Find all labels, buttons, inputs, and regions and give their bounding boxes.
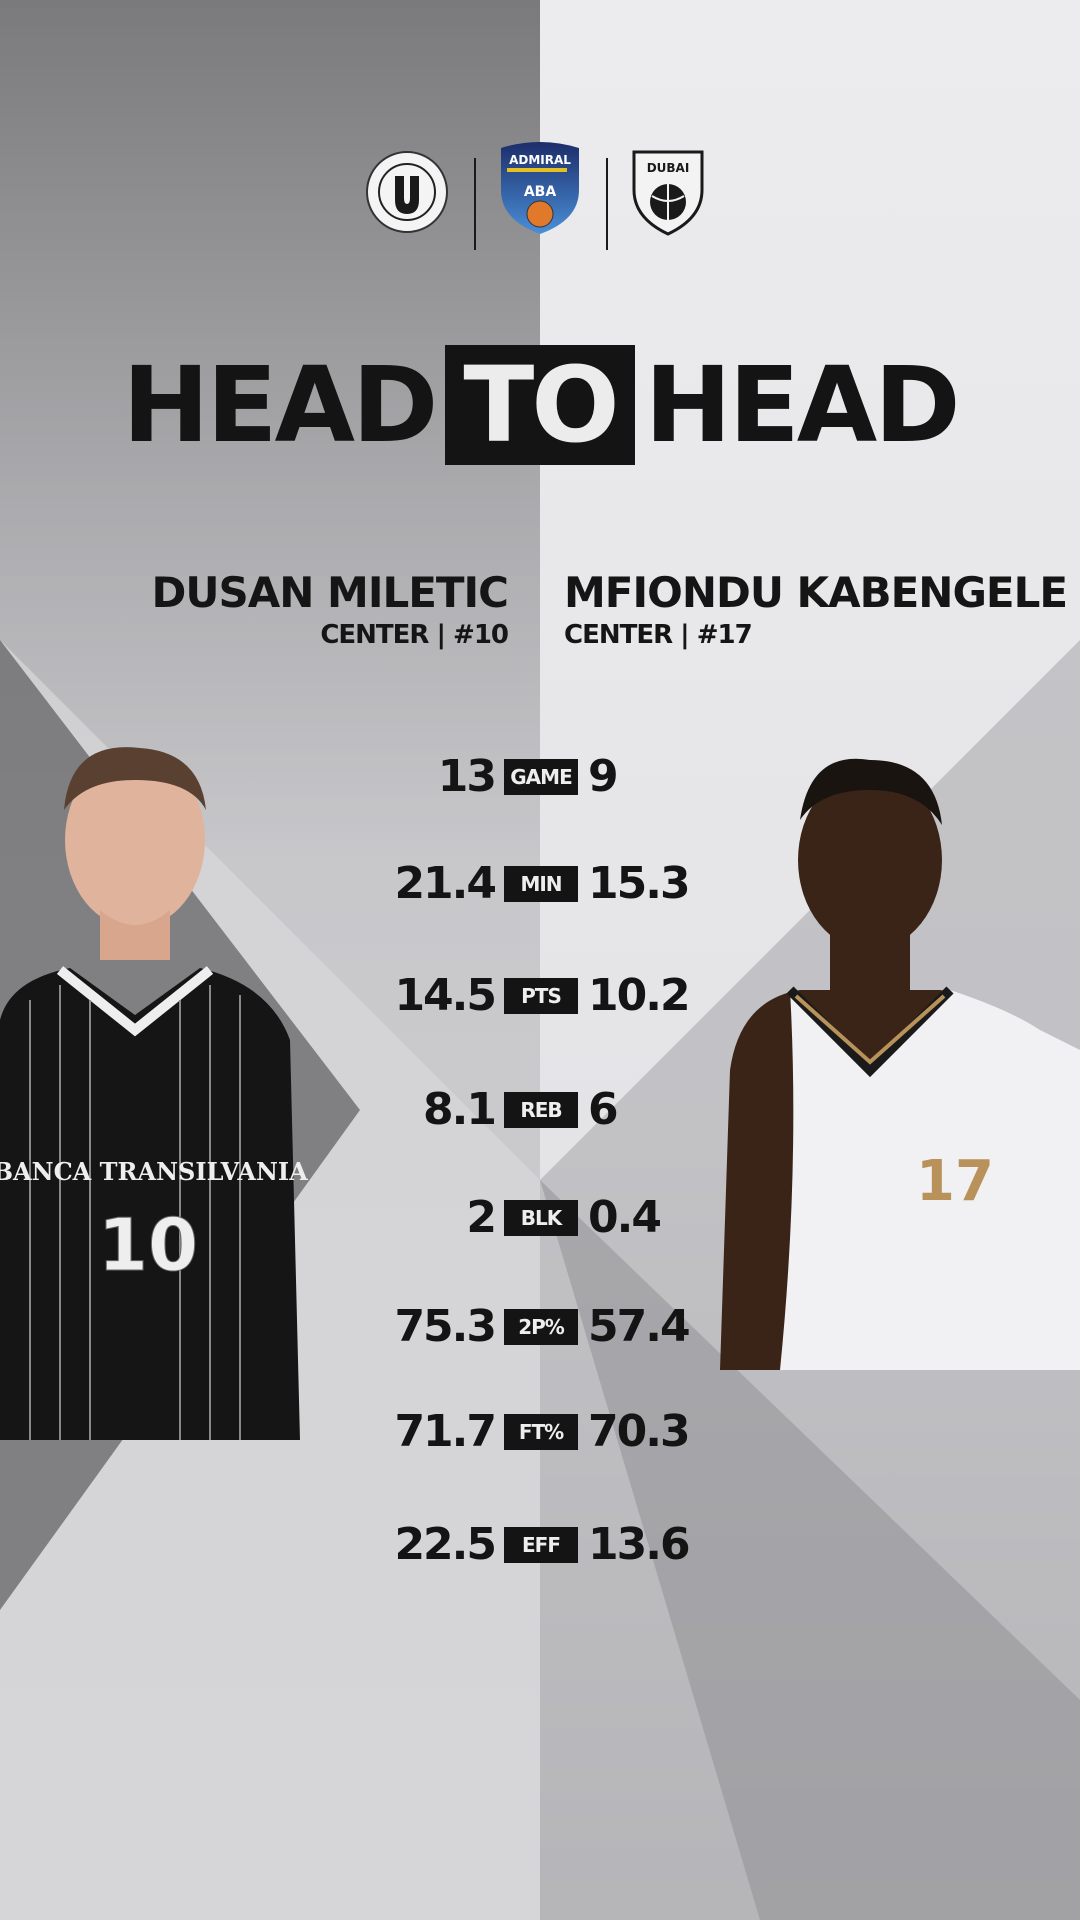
player-right-photo: 17	[720, 758, 1080, 1370]
stat-row-reb: 8.1 REB 6	[0, 1080, 1080, 1140]
stat-right-value: 6	[588, 1084, 619, 1135]
player-right-position: CENTER | #17	[564, 620, 753, 650]
stat-label: EFF	[504, 1527, 578, 1563]
stat-row-eff: 22.5 EFF 13.6	[0, 1515, 1080, 1575]
player-left-position: CENTER | #10	[320, 620, 509, 650]
svg-text:ABA: ABA	[524, 184, 557, 200]
stat-right-value: 57.4	[588, 1301, 691, 1352]
stat-row-2p-pct: 75.3 2P% 57.4	[0, 1297, 1080, 1357]
fc-universitatea-cluj-logo	[366, 151, 448, 233]
stat-row-min: 21.4 MIN 15.3	[0, 854, 1080, 914]
stat-left-value: 75.3	[394, 1301, 497, 1352]
stat-label: 2P%	[504, 1309, 578, 1345]
stat-right-value: 9	[588, 751, 619, 802]
stat-row-blk: 2 BLK 0.4	[0, 1188, 1080, 1248]
player-left-photo: U-BANCA TRANSILVANIA 10	[0, 747, 308, 1440]
stat-right-value: 70.3	[588, 1406, 691, 1457]
stat-right-value: 10.2	[588, 970, 691, 1021]
stat-right-value: 13.6	[588, 1519, 691, 1570]
stat-label: MIN	[504, 866, 578, 902]
player-left-name: DUSAN MILETIC	[151, 568, 509, 617]
page-title: HEAD TO HEAD	[0, 345, 1080, 465]
stat-left-value: 71.7	[394, 1406, 497, 1457]
stat-label: GAME	[504, 759, 578, 795]
stat-left-value: 2	[466, 1192, 497, 1243]
stat-left-value: 14.5	[394, 970, 497, 1021]
stat-row-ft-pct: 71.7 FT% 70.3	[0, 1402, 1080, 1462]
title-head-right: HEAD	[644, 344, 961, 466]
stat-left-value: 8.1	[423, 1084, 497, 1135]
stat-left-value: 21.4	[394, 858, 497, 909]
stat-label: REB	[504, 1092, 578, 1128]
stat-right-value: 0.4	[588, 1192, 662, 1243]
logos-bar: ADMIRAL ABA DUBAI	[0, 142, 1080, 260]
svg-text:17: 17	[916, 1149, 994, 1214]
stat-label: FT%	[504, 1414, 578, 1450]
svg-text:10: 10	[98, 1203, 198, 1287]
stat-right-value: 15.3	[588, 858, 691, 909]
title-head-left: HEAD	[122, 344, 438, 466]
stat-label: PTS	[504, 978, 578, 1014]
dubai-basketball-logo: DUBAI	[632, 150, 704, 236]
svg-text:ADMIRAL: ADMIRAL	[509, 153, 571, 167]
stat-row-game: 13 GAME 9	[0, 747, 1080, 807]
stat-row-pts: 14.5 PTS 10.2	[0, 966, 1080, 1026]
svg-text:U-BANCA TRANSILVANIA: U-BANCA TRANSILVANIA	[0, 1157, 308, 1186]
player-right-name: MFIONDU KABENGELE	[564, 568, 1068, 617]
title-to: TO	[445, 345, 635, 465]
stat-left-value: 22.5	[394, 1519, 497, 1570]
logo-divider	[606, 158, 608, 250]
logo-divider	[474, 158, 476, 250]
stat-label: BLK	[504, 1200, 578, 1236]
aba-league-logo: ADMIRAL ABA	[501, 142, 579, 234]
svg-text:DUBAI: DUBAI	[647, 161, 690, 175]
stat-left-value: 13	[437, 751, 497, 802]
